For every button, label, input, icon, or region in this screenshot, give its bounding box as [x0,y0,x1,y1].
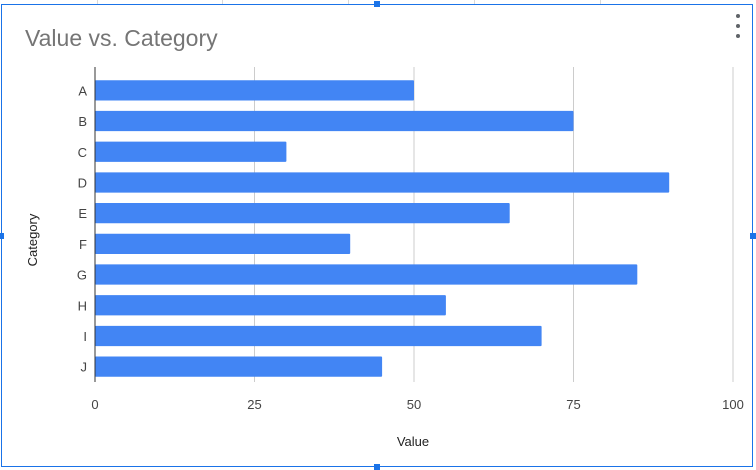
y-tick-label: E [78,206,87,221]
resize-handle-top[interactable] [374,1,380,7]
y-tick-label: J [81,360,88,375]
x-tick-label: 0 [91,397,98,412]
bar-C [95,141,287,162]
x-tick-label: 100 [722,397,744,412]
bar-I [95,325,542,347]
y-tick-label: I [83,329,87,344]
y-tick-label: F [79,237,87,252]
resize-handle-right[interactable] [750,233,756,239]
x-tick-label: 75 [566,397,580,412]
bar-B [95,110,574,132]
bar-E [95,203,510,224]
bar-H [95,295,446,316]
chart-title: Value vs. Category [25,25,218,51]
resize-handle-bottom[interactable] [374,464,380,470]
bar-J [95,356,383,377]
bar-F [95,233,351,254]
bars [95,80,670,377]
y-tick-label: D [78,175,87,190]
bar-A [95,80,414,101]
x-axis-title: Value [397,434,429,449]
more-vert-icon[interactable] [731,14,745,38]
y-tick-label: H [78,298,87,313]
bar-D [95,172,670,193]
y-tick-label: C [78,145,87,160]
y-tick-label: A [78,83,87,98]
axes: 0 25 50 75 100 A B CD E F GH I J [77,67,744,412]
resize-handle-left[interactable] [0,233,4,239]
bar-G [95,264,638,285]
x-tick-label: 25 [247,397,261,412]
y-tick-label: G [77,268,87,283]
x-tick-label: 50 [407,397,421,412]
y-axis-title: Category [25,213,40,266]
y-tick-label: B [78,114,87,129]
